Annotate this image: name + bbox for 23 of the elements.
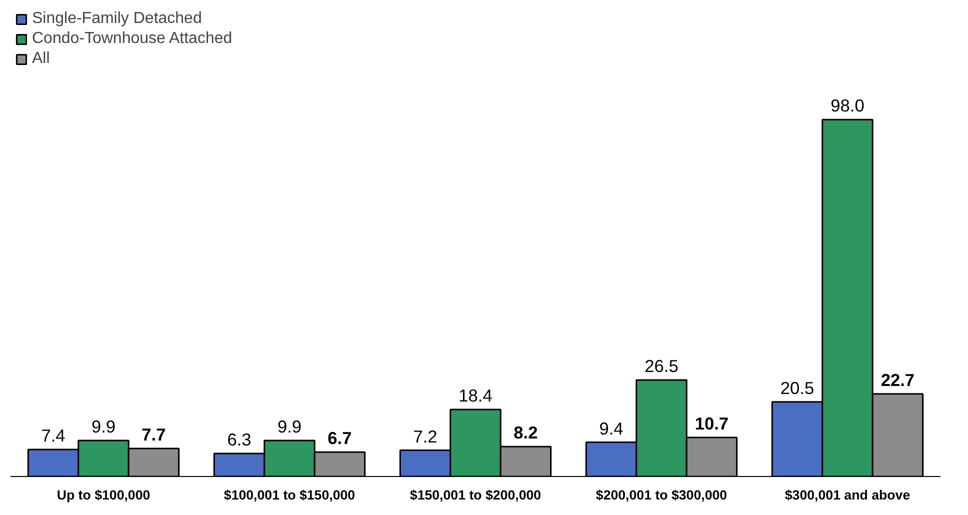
x-tick-label: Up to $100,000 (56, 488, 150, 502)
data-label: 10.7 (694, 414, 729, 434)
data-label: 6.7 (328, 428, 352, 448)
legend-label: All (32, 50, 51, 68)
data-label: 8.2 (514, 422, 538, 443)
data-label: 9.9 (91, 416, 116, 436)
data-label: 9.9 (277, 416, 302, 436)
data-label: 6.3 (227, 430, 252, 450)
x-tick-label: $200,001 to $300,000 (596, 488, 728, 502)
data-label: 7.4 (41, 426, 66, 446)
legend-label: Condo-Townhouse Attached (32, 30, 232, 48)
data-label: 7.2 (413, 426, 438, 446)
legend-label: Single-Family Detached (32, 10, 202, 28)
data-label: 26.5 (644, 356, 678, 376)
data-label: 98.0 (830, 96, 864, 116)
data-label: 18.4 (458, 386, 493, 406)
x-tick-label: $150,001 to $200,000 (410, 488, 542, 502)
x-tick-label: $300,001 and above (784, 488, 910, 502)
data-label: 7.7 (142, 424, 166, 444)
data-label: 9.4 (599, 418, 624, 438)
data-label: 22.7 (880, 370, 915, 390)
x-tick-label: $100,001 to $150,000 (224, 488, 356, 502)
data-label: 20.5 (780, 378, 814, 398)
